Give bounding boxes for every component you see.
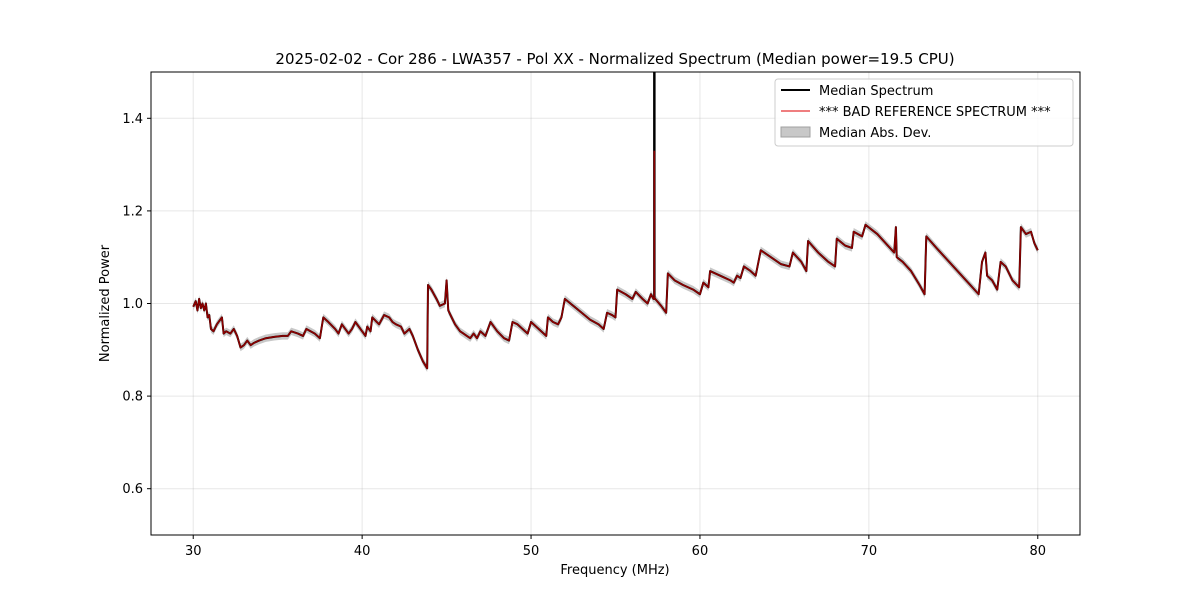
reference-spectrum-line	[192, 223, 1039, 370]
legend-mad-swatch	[780, 126, 811, 138]
series-group	[192, 72, 1039, 370]
x-tick-label: 50	[523, 544, 540, 559]
y-tick-label: 1.4	[122, 112, 143, 127]
y-axis-ticks: 0.6 0.8 1.0 1.2 1.4	[122, 112, 151, 497]
x-axis-ticks: 30 40 50 60 70 80	[185, 535, 1046, 559]
y-tick-label: 0.6	[122, 482, 143, 497]
chart-title: 2025-02-02 - Cor 286 - LWA357 - Pol XX -…	[275, 50, 954, 68]
legend-median-label: Median Spectrum	[819, 84, 933, 99]
x-tick-label: 40	[354, 544, 371, 559]
y-tick-label: 1.2	[122, 204, 143, 219]
x-tick-label: 60	[692, 544, 709, 559]
x-tick-label: 30	[185, 544, 202, 559]
median-abs-dev-band	[193, 221, 1038, 373]
x-tick-label: 70	[861, 544, 878, 559]
x-tick-label: 80	[1029, 544, 1046, 559]
legend-mad-label: Median Abs. Dev.	[819, 126, 931, 141]
legend-box	[774, 78, 1074, 147]
legend: Median Spectrum *** BAD REFERENCE SPECTR…	[774, 78, 1074, 147]
mad-band-area	[193, 221, 1038, 373]
x-axis-label: Frequency (MHz)	[560, 563, 669, 578]
legend-reference-label: *** BAD REFERENCE SPECTRUM ***	[819, 105, 1051, 120]
y-tick-label: 1.0	[122, 297, 143, 312]
y-tick-label: 0.8	[122, 390, 143, 405]
median-spectrum-line	[192, 223, 1039, 370]
y-axis-label: Normalized Power	[98, 244, 113, 362]
